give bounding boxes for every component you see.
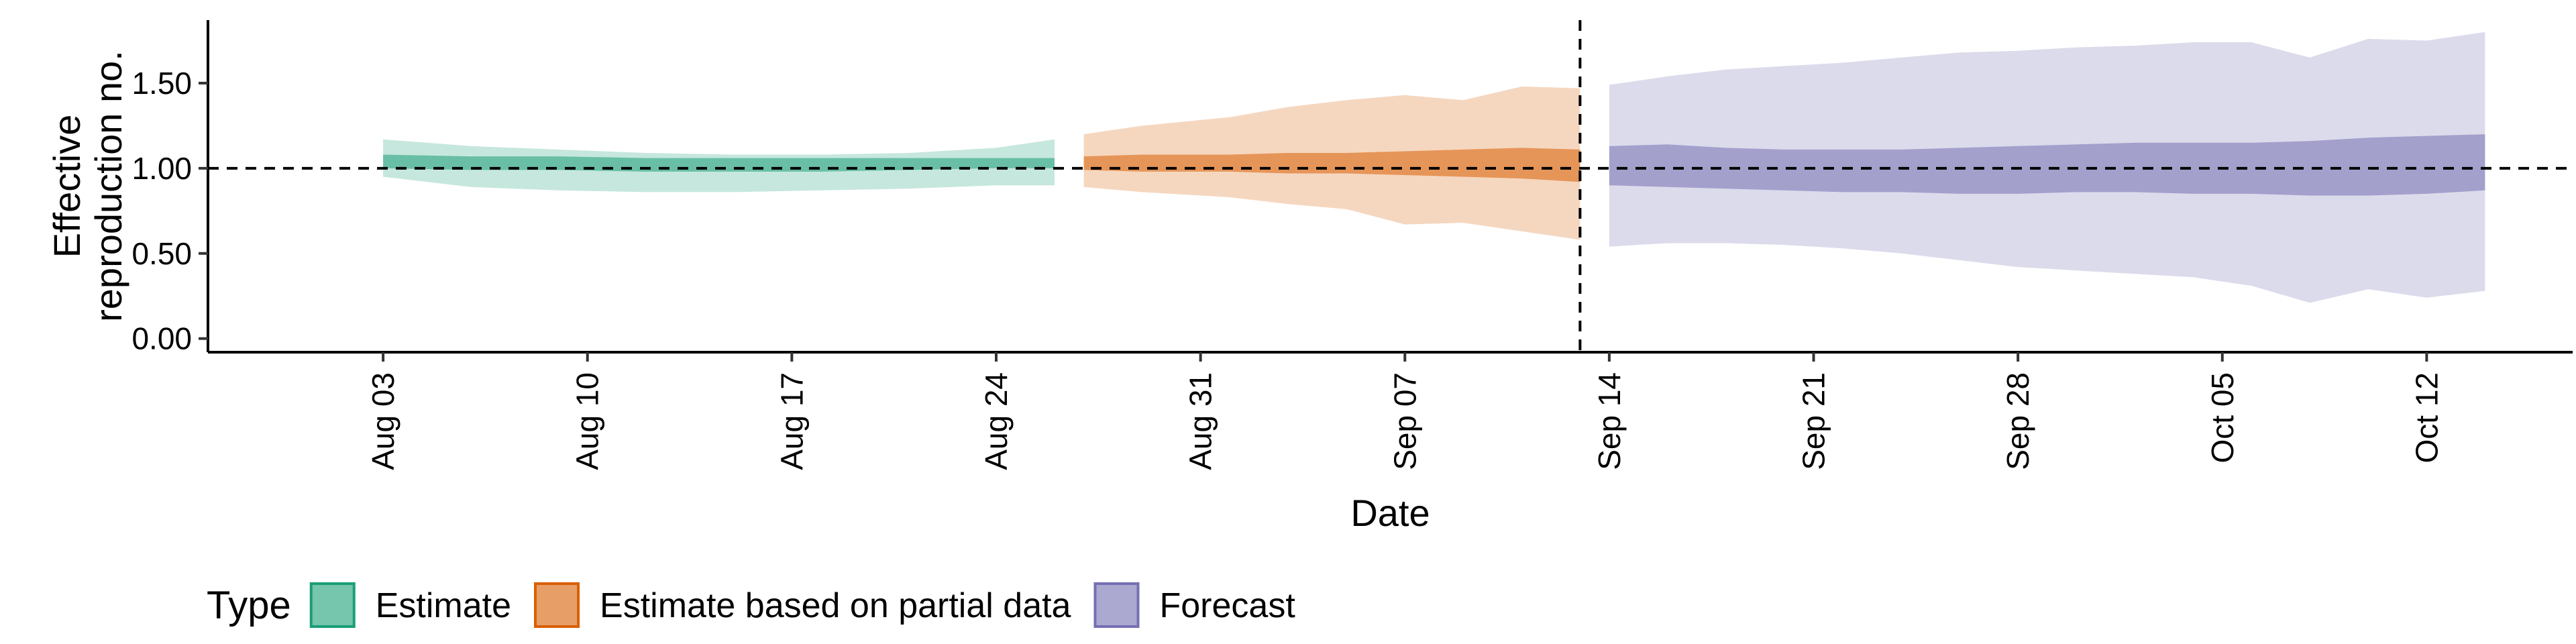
- series-0: [383, 139, 1055, 193]
- series-bands: [383, 32, 2485, 303]
- legend: Type Estimate Estimate based on partial da…: [207, 582, 1295, 628]
- x-tick-label: Oct 05: [2205, 372, 2240, 464]
- x-tick-label: Aug 31: [1183, 372, 1218, 470]
- legend-swatch-1: [534, 582, 580, 628]
- legend-swatch-2: [1093, 582, 1140, 628]
- x-tick-label: Sep 21: [1796, 372, 1831, 470]
- legend-item-label: Forecast: [1159, 586, 1295, 625]
- x-tick-label: Oct 12: [2409, 372, 2444, 464]
- x-tick-label: Sep 14: [1592, 372, 1627, 470]
- series-inner-band-1: [1083, 148, 1580, 182]
- y-tick-label: 0.00: [131, 321, 192, 356]
- legend-item-label: Estimate: [376, 586, 511, 625]
- legend-item-label: Estimate based on partial data: [600, 586, 1071, 625]
- x-tick-label: Sep 07: [1387, 372, 1422, 470]
- axis-labels: Date Effective reproduction no.: [46, 50, 1430, 534]
- x-tick-label: Aug 10: [570, 372, 605, 470]
- axes: 0.00 0.50 1.00 1.50 Aug 03 Aug 10 Aug 17 Aug 24…: [131, 20, 2573, 470]
- x-tick-label: Sep 28: [2000, 372, 2035, 470]
- y-tick-label: 0.50: [131, 236, 192, 271]
- series-inner-band-2: [1609, 134, 2485, 196]
- legend-title: Type: [207, 584, 291, 627]
- x-tick-label: Aug 17: [774, 372, 809, 470]
- y-tick-label: 1.50: [131, 66, 192, 101]
- legend-swatch-0: [309, 582, 356, 628]
- series-1: [1083, 87, 1580, 240]
- x-tick-label: Aug 03: [366, 372, 400, 470]
- y-axis-title-line: reproduction no.: [87, 50, 129, 322]
- x-tick-label: Aug 24: [979, 372, 1014, 470]
- x-axis-title: Date: [1350, 492, 1430, 534]
- series-2: [1609, 32, 2485, 303]
- y-axis-title-line: Effective: [46, 115, 88, 258]
- y-tick-label: 1.00: [131, 151, 192, 186]
